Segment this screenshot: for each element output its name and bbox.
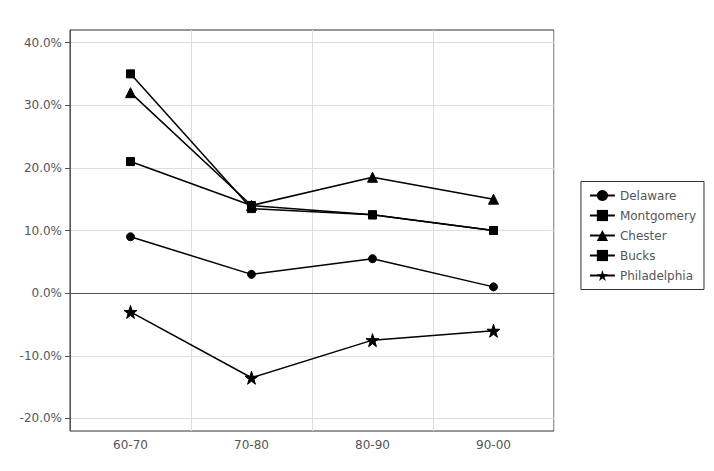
svg-text:0.0%: 0.0%	[32, 286, 63, 300]
svg-text:30.0%: 30.0%	[24, 98, 62, 112]
svg-text:80-90: 80-90	[355, 438, 390, 452]
svg-text:-10.0%: -10.0%	[20, 349, 62, 363]
svg-text:Philadelphia: Philadelphia	[620, 269, 693, 283]
svg-text:60-70: 60-70	[113, 438, 148, 452]
svg-text:10.0%: 10.0%	[24, 224, 62, 238]
svg-text:Montgomery: Montgomery	[620, 209, 696, 223]
svg-text:Bucks: Bucks	[620, 249, 656, 263]
svg-text:-20.0%: -20.0%	[20, 411, 62, 425]
svg-text:20.0%: 20.0%	[24, 161, 62, 175]
svg-text:40.0%: 40.0%	[24, 36, 62, 50]
svg-text:Chester: Chester	[620, 229, 667, 243]
svg-text:70-80: 70-80	[234, 438, 269, 452]
svg-text:90-00: 90-00	[476, 438, 511, 452]
svg-text:Delaware: Delaware	[620, 189, 677, 203]
